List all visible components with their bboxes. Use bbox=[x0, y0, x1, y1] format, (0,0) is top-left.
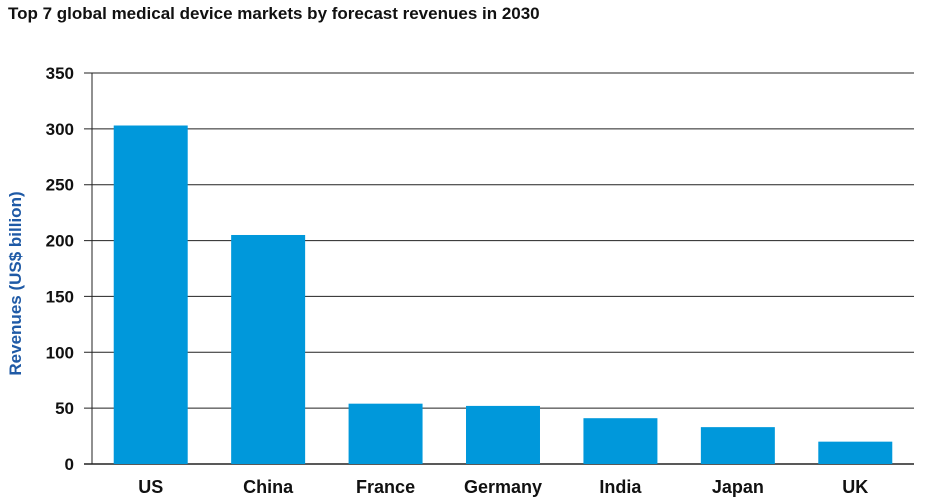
x-tick-labels: US China France Germany India Japan UK bbox=[138, 477, 868, 497]
bars bbox=[113, 125, 893, 465]
y-tick-label: 150 bbox=[46, 287, 74, 306]
y-tick-label: 300 bbox=[46, 120, 74, 139]
x-tick-label: China bbox=[243, 477, 294, 497]
y-tick-labels: 0 50 100 150 200 250 300 350 bbox=[46, 64, 74, 474]
y-tick-label: 350 bbox=[46, 64, 74, 83]
chart-title: Top 7 global medical device markets by f… bbox=[8, 4, 540, 23]
x-tick-label: UK bbox=[842, 477, 868, 497]
y-tick-label: 100 bbox=[46, 343, 74, 362]
y-axis-title: Revenues (US$ billion) bbox=[6, 191, 25, 375]
bar-japan bbox=[700, 427, 775, 464]
x-tick-label: India bbox=[599, 477, 642, 497]
y-tick-label: 0 bbox=[65, 455, 74, 474]
bar-uk bbox=[818, 441, 893, 464]
bar-us bbox=[113, 125, 188, 465]
bar-india bbox=[583, 418, 658, 464]
x-tick-label: US bbox=[138, 477, 163, 497]
x-tick-label: France bbox=[356, 477, 415, 497]
y-tick-label: 200 bbox=[46, 232, 74, 251]
bar-china bbox=[231, 234, 306, 464]
y-tick-label: 250 bbox=[46, 176, 74, 195]
bar-france bbox=[348, 403, 423, 464]
grid-lines bbox=[84, 72, 914, 465]
x-tick-label: Germany bbox=[464, 477, 542, 497]
bar-germany bbox=[466, 405, 540, 464]
x-tick-label: Japan bbox=[712, 477, 764, 497]
y-tick-label: 50 bbox=[55, 399, 74, 418]
